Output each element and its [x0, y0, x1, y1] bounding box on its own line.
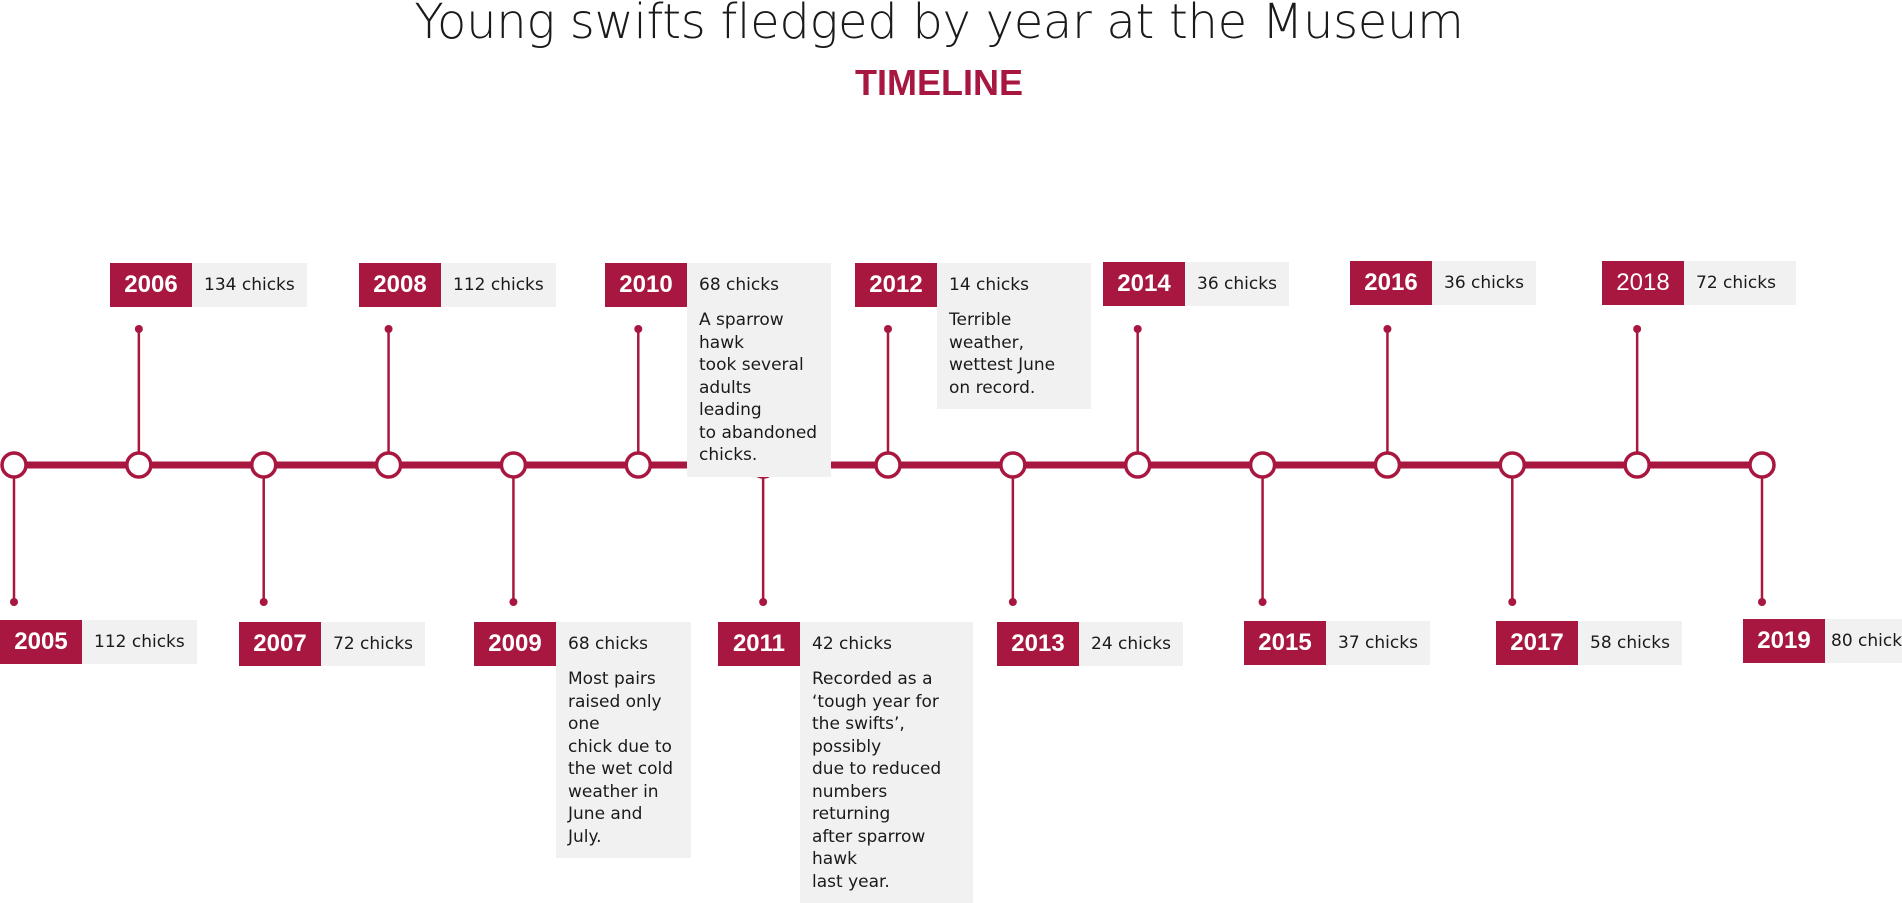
connector-dot-2014 — [1133, 325, 1142, 333]
year-label: 2019 — [1743, 619, 1825, 663]
entry-note: A sparrow hawk took several adults leadi… — [699, 310, 818, 465]
entry-2016: 2016 36 chicks — [1350, 261, 1536, 305]
entry-note: Most pairs raised only one chick due to … — [568, 669, 673, 847]
connector-dot-2017 — [1508, 598, 1517, 606]
chick-count: 14 chicks — [949, 275, 1029, 295]
connector-dot-2019 — [1757, 598, 1766, 606]
chick-count: 112 chicks — [94, 632, 185, 652]
year-label: 2007 — [239, 622, 321, 666]
entry-info: 36 chicks — [1432, 261, 1536, 305]
year-label: 2017 — [1496, 621, 1578, 665]
connector-dot-2012 — [883, 325, 892, 333]
timeline-nodes — [0, 325, 1776, 606]
connector-dot-2018 — [1633, 325, 1642, 333]
timeline-node-2013 — [999, 451, 1027, 479]
timeline-node-2009 — [499, 451, 528, 479]
entry-2011: 2011 42 chicks Recorded as a ‘tough year… — [718, 622, 973, 903]
year-label: 2008 — [359, 263, 441, 307]
timeline-node-2014 — [1123, 451, 1152, 479]
entry-info: 68 chicks A sparrow hawk took several ad… — [687, 263, 831, 477]
connector-dot-2011 — [759, 598, 768, 606]
timeline-node-2012 — [874, 451, 902, 479]
timeline-node-2006 — [125, 451, 153, 479]
entry-info: 134 chicks — [192, 263, 307, 307]
entry-info: 37 chicks — [1326, 621, 1430, 665]
chick-count: 72 chicks — [333, 634, 413, 654]
entry-2015: 2015 37 chicks — [1244, 621, 1430, 665]
entry-2005: 2005 112 chicks — [0, 620, 197, 664]
entry-info: 42 chicks Recorded as a ‘tough year for … — [800, 622, 973, 903]
chick-count: 58 chicks — [1590, 633, 1670, 653]
chick-count: 68 chicks — [699, 275, 779, 295]
entry-2010: 2010 68 chicks A sparrow hawk took sever… — [605, 263, 831, 477]
entry-info: 58 chicks — [1578, 621, 1682, 665]
connector-dot-2006 — [134, 325, 143, 333]
timeline-node-2019 — [1748, 451, 1776, 479]
chick-count: 24 chicks — [1091, 634, 1171, 654]
entry-note: Terrible weather, wettest June on record… — [949, 310, 1056, 398]
timeline-node-2010 — [624, 451, 653, 479]
timeline-node-2007 — [249, 451, 278, 479]
entry-info: 36 chicks — [1185, 262, 1289, 306]
connector-dot-2008 — [384, 325, 393, 333]
entry-info: 72 chicks — [1684, 261, 1796, 305]
entry-2009: 2009 68 chicks Most pairs raised only on… — [474, 622, 691, 858]
chick-count: 36 chicks — [1197, 274, 1277, 294]
entry-info: 24 chicks — [1079, 622, 1183, 666]
entry-2007: 2007 72 chicks — [239, 622, 425, 666]
year-label: 2011 — [718, 622, 800, 666]
entry-2013: 2013 24 chicks — [997, 622, 1183, 666]
entry-2008: 2008 112 chicks — [359, 263, 556, 307]
connector-dot-2009 — [509, 598, 518, 606]
connector-dot-2015 — [1258, 598, 1267, 606]
page-subtitle: TIMELINE — [855, 62, 1023, 103]
year-label: 2015 — [1244, 621, 1326, 665]
entry-info: 80 chicks — [1825, 619, 1902, 663]
entry-2012: 2012 14 chicks Terrible weather, wettest… — [855, 263, 1091, 409]
year-label: 2018 — [1602, 261, 1684, 305]
year-label: 2016 — [1350, 261, 1432, 305]
connector-dot-2013 — [1008, 598, 1017, 606]
timeline-node-2016 — [1373, 451, 1402, 479]
entry-2017: 2017 58 chicks — [1496, 621, 1682, 665]
chick-count: 80 chicks — [1831, 631, 1902, 651]
entry-2019: 2019 80 chicks — [1743, 619, 1902, 663]
timeline-node-2018 — [1623, 451, 1651, 479]
chick-count: 37 chicks — [1338, 633, 1418, 653]
entry-info: 112 chicks — [441, 263, 556, 307]
year-label: 2005 — [0, 620, 82, 664]
year-label: 2012 — [855, 263, 937, 307]
year-label: 2009 — [474, 622, 556, 666]
entry-info: 68 chicks Most pairs raised only one chi… — [556, 622, 691, 858]
year-label: 2013 — [997, 622, 1079, 666]
chick-count: 112 chicks — [453, 275, 544, 295]
entry-2014: 2014 36 chicks — [1103, 262, 1289, 306]
year-label: 2010 — [605, 263, 687, 307]
timeline-node-2008 — [374, 451, 403, 479]
year-label: 2014 — [1103, 262, 1185, 306]
entry-info: 14 chicks Terrible weather, wettest June… — [937, 263, 1091, 409]
timeline-node-2017 — [1498, 451, 1527, 479]
chick-count: 36 chicks — [1444, 273, 1524, 293]
chick-count: 72 chicks — [1696, 273, 1776, 293]
chick-count: 134 chicks — [204, 275, 295, 295]
entry-note: Recorded as a ‘tough year for the swifts… — [812, 669, 942, 892]
entry-info: 112 chicks — [82, 620, 197, 664]
chick-count: 42 chicks — [812, 634, 892, 654]
connector-dot-2010 — [634, 325, 643, 333]
connector-dot-2005 — [10, 598, 18, 606]
page-title: Young swifts fledged by year at the Muse… — [414, 0, 1464, 50]
entry-info: 72 chicks — [321, 622, 425, 666]
timeline-node-2015 — [1248, 451, 1277, 479]
timeline-node-2005 — [0, 451, 28, 479]
year-label: 2006 — [110, 263, 192, 307]
entry-2018: 2018 72 chicks — [1602, 261, 1796, 305]
entry-2006: 2006 134 chicks — [110, 263, 307, 307]
timeline-graphic — [0, 325, 1776, 606]
chick-count: 68 chicks — [568, 634, 648, 654]
connector-dot-2016 — [1383, 325, 1392, 333]
connector-dot-2007 — [259, 598, 268, 606]
